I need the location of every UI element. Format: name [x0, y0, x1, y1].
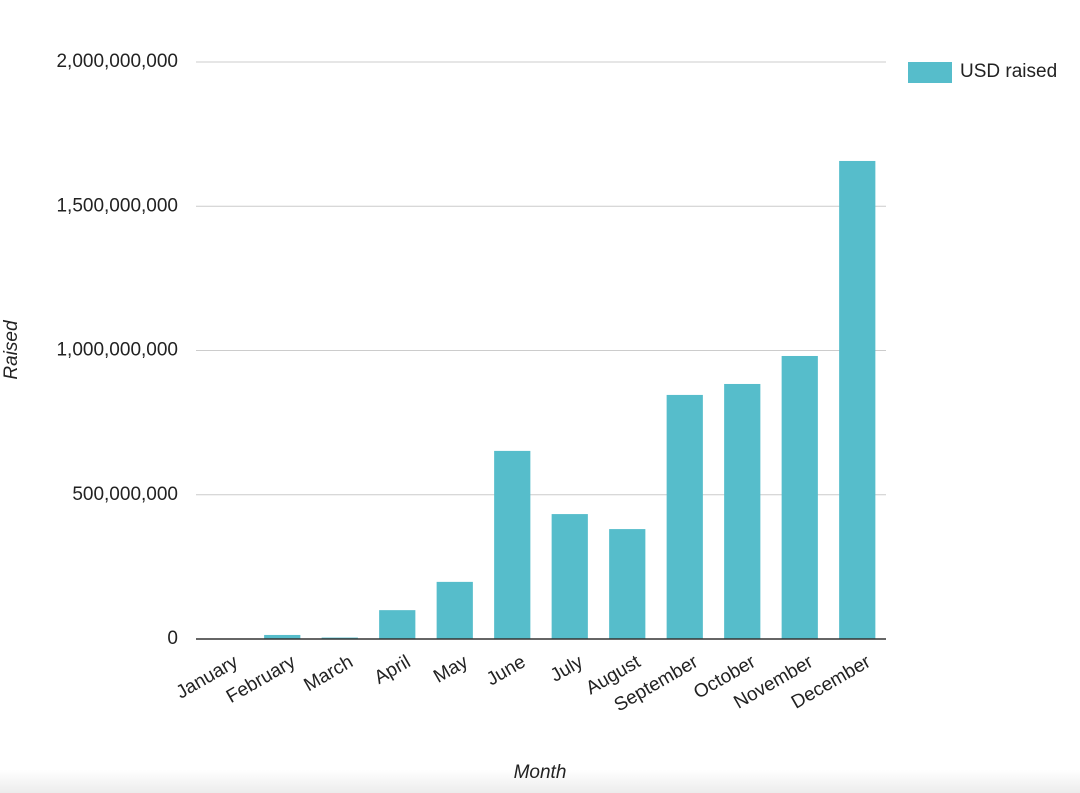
y-tick-label: 0	[167, 628, 178, 649]
bottom-shade	[0, 770, 1080, 793]
x-tick-label: July	[547, 651, 587, 686]
y-tick-label: 1,000,000,000	[56, 340, 178, 361]
y-tick-label: 2,000,000,000	[56, 51, 178, 72]
legend-label: USD raised	[960, 61, 1057, 82]
x-tick-label: May	[430, 651, 472, 687]
bar	[609, 529, 646, 639]
x-tick-label: March	[301, 651, 357, 696]
bar	[781, 355, 818, 639]
bar	[436, 581, 473, 639]
bar	[494, 450, 531, 639]
y-axis-title: Raised	[1, 319, 22, 380]
legend-swatch	[908, 62, 952, 83]
x-tick-label: April	[371, 651, 414, 688]
y-tick-label: 1,500,000,000	[56, 195, 178, 216]
x-axis-title: Month	[514, 762, 567, 783]
bar	[379, 610, 416, 639]
bar	[551, 514, 588, 639]
bar	[839, 160, 876, 639]
y-tick-label: 500,000,000	[72, 484, 178, 505]
bar	[666, 394, 703, 639]
bar	[724, 383, 761, 639]
bar	[264, 634, 301, 639]
x-tick-label: June	[483, 651, 529, 690]
